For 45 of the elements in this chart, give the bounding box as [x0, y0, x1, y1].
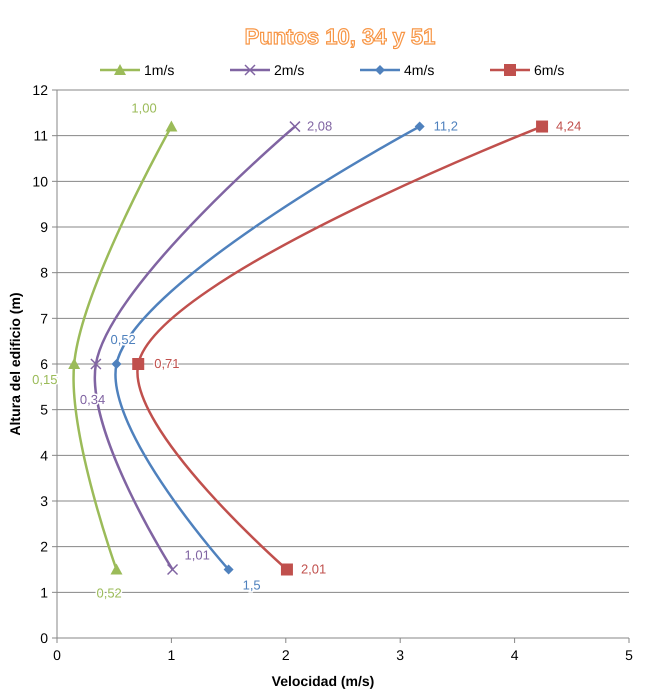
point	[166, 564, 178, 576]
x-tick-label: 4	[510, 647, 519, 663]
x-tick-label: 3	[396, 647, 404, 663]
x-tick-label: 0	[53, 647, 62, 663]
point	[165, 120, 178, 132]
y-tick-label: 3	[40, 493, 48, 509]
y-tick-label: 11	[33, 128, 48, 144]
y-tick-label: 2	[40, 538, 48, 555]
annotation: 2,08	[306, 118, 332, 134]
point	[280, 564, 293, 576]
y-tick-label: 7	[40, 310, 48, 326]
x-tick-label: 2	[282, 647, 290, 663]
point	[414, 122, 425, 132]
y-tick-label: 4	[40, 447, 48, 464]
y-tick-label: 0	[40, 630, 48, 646]
y-tick-label: 10	[32, 173, 48, 190]
legend-label: 1m/s	[144, 62, 174, 78]
annotation: 1,01	[184, 548, 210, 562]
y-tick-label: 1	[40, 584, 48, 600]
legend-label: 2m/s	[274, 62, 304, 78]
point	[90, 358, 102, 370]
annotation: 4,24	[556, 118, 582, 134]
chart-title: Puntos 10, 34 y 51	[244, 24, 436, 49]
y-tick-label: 6	[40, 356, 48, 372]
point	[111, 359, 122, 369]
annotation: 2,01	[300, 562, 326, 576]
y-tick-label: 9	[40, 219, 48, 235]
y-tick-label: 12	[32, 82, 48, 98]
annotation: 1,00	[131, 100, 157, 116]
point	[110, 564, 122, 574]
annotation: 11,2	[434, 118, 458, 134]
legend-label: 6m/s	[534, 62, 564, 78]
x-tick-label: 1	[168, 647, 176, 663]
point	[536, 120, 548, 133]
legend-label: 4m/s	[404, 62, 434, 78]
y-axis-title: Altura del edificio (m)	[7, 292, 23, 436]
x-tick-label: 5	[625, 647, 634, 663]
annotation: 1,5	[242, 578, 261, 592]
point	[132, 358, 144, 370]
point	[289, 120, 301, 132]
point	[68, 358, 80, 369]
y-tick-label: 8	[40, 264, 48, 281]
point	[224, 564, 234, 574]
x-axis-title: Velocidad (m/s)	[272, 673, 374, 689]
y-tick-label: 5	[40, 402, 48, 418]
